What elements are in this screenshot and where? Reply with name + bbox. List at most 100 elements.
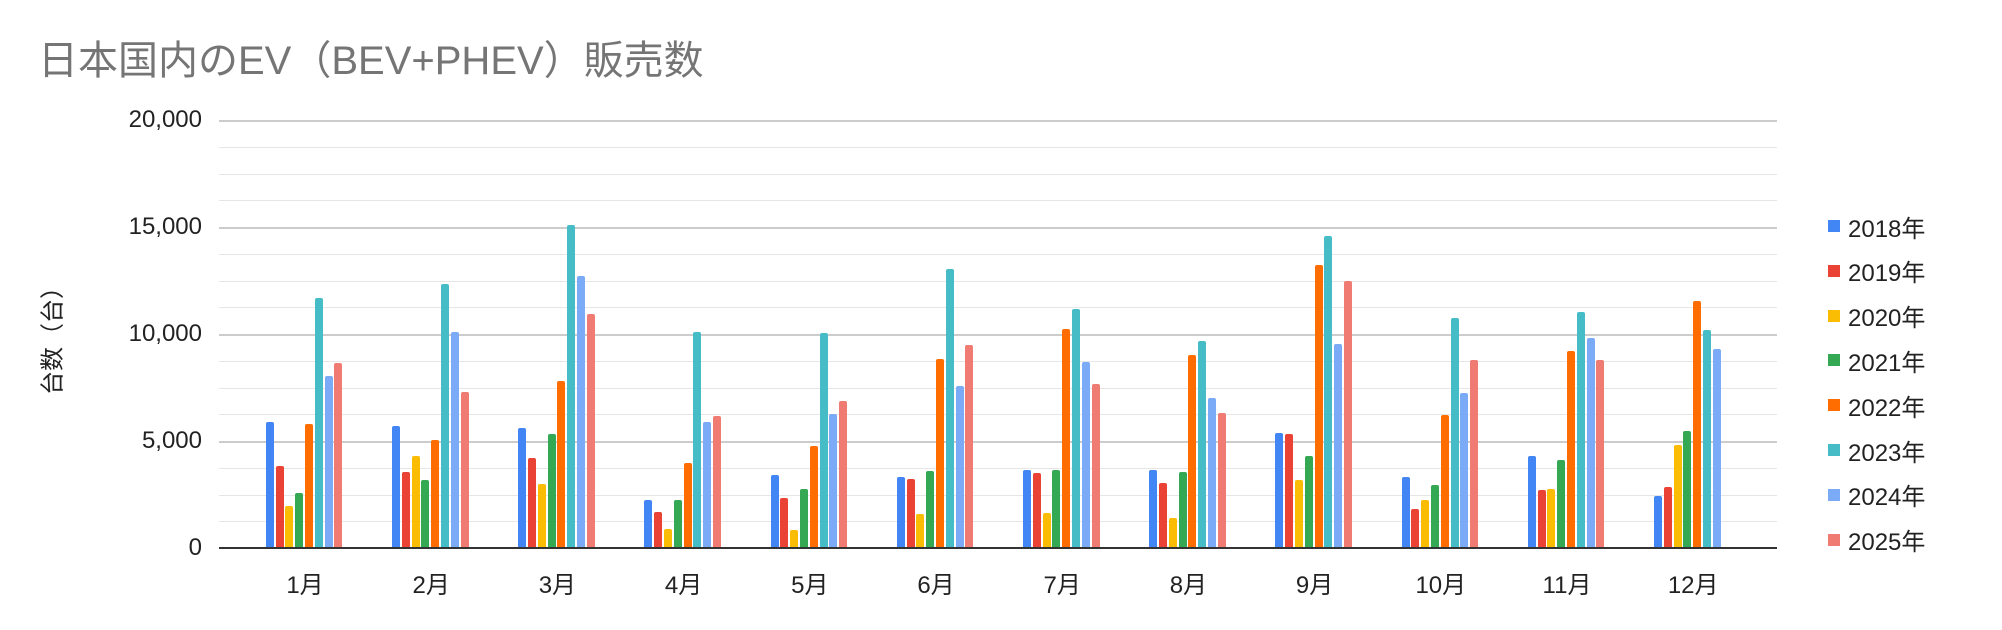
bar[interactable] — [1324, 235, 1333, 548]
bar[interactable] — [790, 529, 799, 548]
bar[interactable] — [1334, 343, 1343, 548]
bar[interactable] — [965, 344, 974, 548]
bar[interactable] — [460, 391, 469, 548]
bar[interactable] — [557, 380, 566, 548]
bar[interactable] — [567, 224, 576, 548]
bar[interactable] — [945, 268, 954, 548]
bar[interactable] — [926, 471, 935, 548]
bar[interactable] — [819, 332, 828, 548]
bar[interactable] — [1431, 484, 1439, 548]
bar[interactable] — [1217, 412, 1226, 548]
bar[interactable] — [1275, 432, 1284, 548]
bar[interactable] — [1411, 508, 1420, 548]
bar[interactable] — [1052, 469, 1061, 548]
bar[interactable] — [1032, 472, 1041, 548]
legend-item[interactable]: 2021年 — [1828, 344, 1925, 377]
legend-item[interactable]: 2020年 — [1828, 300, 1925, 332]
bar[interactable] — [955, 385, 964, 548]
bar[interactable] — [295, 492, 304, 548]
bar[interactable] — [1401, 476, 1410, 548]
bar[interactable] — [1188, 354, 1197, 548]
bar[interactable] — [800, 489, 808, 548]
bar[interactable] — [780, 498, 789, 548]
legend-item[interactable]: 2019年 — [1828, 255, 1925, 287]
bar[interactable] — [809, 445, 818, 548]
bar[interactable] — [1527, 455, 1536, 548]
bar[interactable] — [1470, 359, 1479, 548]
bar[interactable] — [916, 513, 925, 548]
bar[interactable] — [1081, 361, 1090, 548]
bar[interactable] — [1295, 479, 1303, 548]
bar[interactable] — [1168, 517, 1177, 548]
bar[interactable] — [1042, 512, 1051, 548]
bar[interactable] — [1703, 329, 1711, 548]
bar[interactable] — [421, 480, 430, 548]
legend-item[interactable]: 2023年 — [1828, 434, 1925, 467]
bar[interactable] — [265, 421, 274, 548]
bar[interactable] — [896, 476, 905, 548]
bar[interactable] — [703, 422, 712, 548]
legend-item[interactable]: 2024年 — [1828, 479, 1925, 511]
bar[interactable] — [1440, 414, 1449, 548]
bar[interactable] — [314, 297, 323, 548]
bar[interactable] — [673, 499, 682, 548]
bar[interactable] — [1421, 499, 1430, 548]
bar[interactable] — [1596, 359, 1605, 548]
bar[interactable] — [683, 462, 692, 548]
bar[interactable] — [1344, 280, 1352, 548]
bar[interactable] — [1198, 340, 1207, 548]
bar[interactable] — [586, 313, 595, 548]
bar[interactable] — [528, 457, 536, 548]
bar[interactable] — [770, 474, 779, 548]
bar[interactable] — [324, 376, 333, 548]
bar[interactable] — [1149, 469, 1158, 548]
bar[interactable] — [334, 362, 343, 548]
bar[interactable] — [305, 424, 313, 548]
bar[interactable] — [547, 433, 556, 548]
bar[interactable] — [1023, 469, 1031, 548]
bar[interactable] — [693, 331, 702, 548]
bar[interactable] — [839, 400, 848, 548]
bar[interactable] — [577, 275, 585, 548]
bar[interactable] — [906, 478, 915, 548]
bar[interactable] — [1663, 486, 1672, 548]
bar[interactable] — [450, 332, 459, 548]
bar[interactable] — [1285, 433, 1294, 548]
bar[interactable] — [1062, 328, 1071, 548]
bar[interactable] — [713, 415, 721, 548]
bar[interactable] — [275, 465, 284, 548]
bar[interactable] — [1693, 300, 1702, 548]
bar[interactable] — [664, 528, 672, 548]
bar[interactable] — [1159, 482, 1167, 548]
bar[interactable] — [654, 511, 663, 548]
bar[interactable] — [1208, 397, 1216, 548]
bar[interactable] — [1557, 459, 1566, 548]
bar[interactable] — [537, 483, 546, 548]
bar[interactable] — [1450, 317, 1459, 548]
legend-item[interactable]: 2025年 — [1828, 524, 1925, 556]
bar[interactable] — [1576, 311, 1585, 548]
bar[interactable] — [936, 358, 944, 548]
bar[interactable] — [1178, 471, 1187, 548]
bar[interactable] — [1460, 392, 1469, 548]
bar[interactable] — [1673, 445, 1682, 548]
bar[interactable] — [1586, 338, 1595, 548]
bar[interactable] — [829, 414, 838, 548]
bar[interactable] — [1304, 455, 1313, 548]
legend-item[interactable]: 2018年 — [1828, 210, 1925, 243]
legend-item[interactable]: 2022年 — [1828, 389, 1925, 422]
bar[interactable] — [1072, 308, 1080, 548]
bar[interactable] — [644, 499, 653, 548]
bar[interactable] — [1683, 430, 1692, 548]
bar[interactable] — [401, 472, 410, 548]
bar[interactable] — [392, 425, 400, 548]
bar[interactable] — [1091, 383, 1100, 548]
bar[interactable] — [411, 455, 420, 548]
bar[interactable] — [441, 283, 449, 548]
bar[interactable] — [1537, 489, 1546, 548]
bar[interactable] — [1567, 350, 1575, 548]
bar[interactable] — [431, 439, 440, 548]
bar[interactable] — [1314, 264, 1323, 548]
bar[interactable] — [1712, 348, 1721, 548]
bar[interactable] — [1654, 495, 1662, 548]
